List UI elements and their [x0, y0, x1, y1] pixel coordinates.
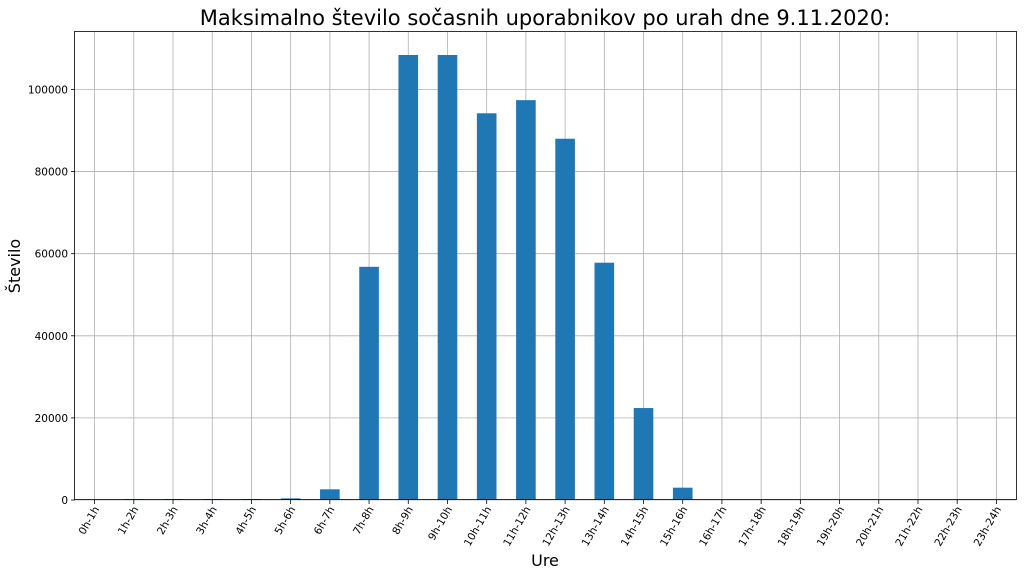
y-tick-label: 100000 — [28, 84, 68, 96]
x-tick-label: 1h-2h — [116, 505, 142, 537]
bar-9h-10h — [437, 54, 458, 501]
x-tick-label: 17h-18h — [736, 505, 768, 549]
x-tick-label: 16h-17h — [697, 505, 729, 549]
x-tick-label: 0h-1h — [77, 505, 103, 537]
chart-title: Maksimalno število sočasnih uporabnikov … — [200, 6, 891, 30]
bar-7h-8h — [359, 266, 379, 500]
y-axis-label: Število — [5, 239, 24, 293]
y-tick-label: 20000 — [35, 413, 68, 425]
bar-14h-15h — [633, 408, 654, 500]
y-tick-label: 60000 — [35, 249, 68, 261]
grid — [75, 32, 1016, 501]
y-tick-label: 40000 — [35, 331, 68, 343]
plot-frame — [74, 31, 1017, 500]
y-tick-label: 80000 — [35, 167, 68, 179]
x-tick-label: 19h-20h — [815, 505, 847, 549]
x-tick-label: 12h-13h — [540, 505, 572, 549]
bar-6h-7h — [320, 489, 340, 500]
x-tick-label: 21h-22h — [893, 505, 925, 549]
x-tick-label: 2h-3h — [155, 505, 181, 537]
x-tick-label: 22h-23h — [932, 505, 964, 549]
bar-8h-9h — [398, 54, 419, 501]
bar-11h-12h — [516, 100, 536, 500]
x-tick-label: 8h-9h — [390, 505, 416, 537]
x-tick-label: 14h-15h — [619, 505, 651, 549]
x-tick-label: 4h-5h — [233, 505, 259, 537]
x-tick-label: 3h-4h — [194, 505, 220, 537]
x-tick-label: 11h-12h — [501, 505, 533, 549]
bar-12h-13h — [555, 138, 575, 500]
bar-15h-16h — [672, 487, 693, 500]
y-tick-label: 0 — [61, 495, 68, 507]
x-tick-label: 20h-21h — [854, 505, 886, 549]
x-tick-label: 9h-10h — [426, 505, 455, 543]
bar-10h-11h — [476, 113, 497, 500]
x-tick-label: 15h-16h — [658, 505, 690, 549]
bar-13h-14h — [594, 262, 615, 500]
x-tick-label: 23h-24h — [972, 505, 1004, 549]
x-tick-label: 5h-6h — [273, 505, 299, 537]
x-tick-label: 18h-19h — [776, 505, 808, 549]
x-tick-label: 10h-11h — [462, 505, 494, 549]
x-axis-ticks: 0h-1h 1h-2h 2h-3h 3h-4h 4h-5h 5h-6h 6h-7h 7h-8h… — [77, 500, 1004, 548]
bars — [124, 54, 693, 501]
x-tick-label: 7h-8h — [351, 505, 377, 537]
x-tick-label: 13h-14h — [580, 505, 612, 549]
y-axis-ticks: 0 20000 40000 60000 80000 100000 — [28, 84, 75, 507]
x-tick-label: 6h-7h — [312, 505, 338, 537]
x-axis-label: Ure — [531, 551, 559, 570]
